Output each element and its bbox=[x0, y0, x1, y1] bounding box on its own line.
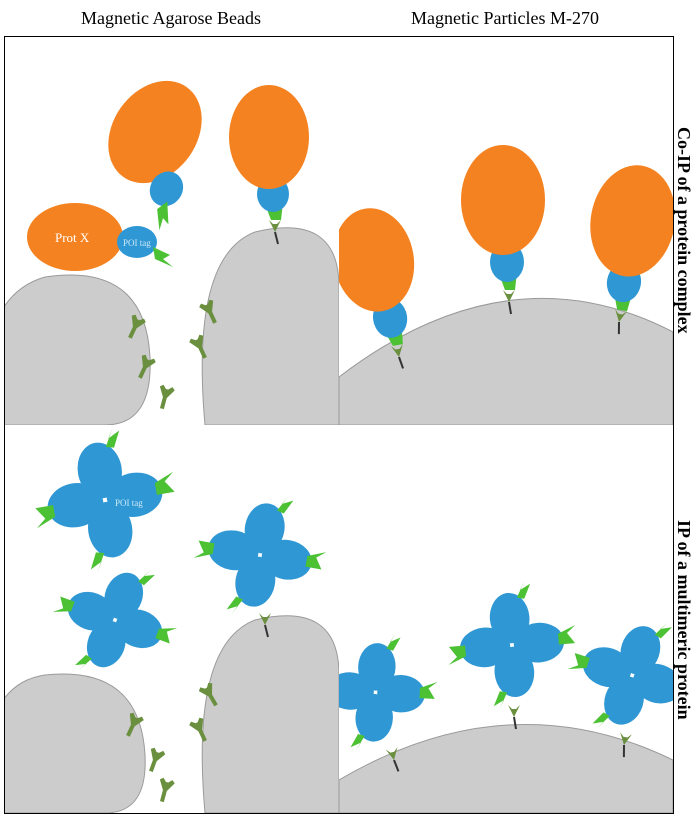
panel-m270-multimer bbox=[339, 425, 673, 813]
diagram-agarose-multimer: POI tag bbox=[5, 425, 339, 813]
diagram-m270-multimer bbox=[339, 425, 673, 813]
row-label-1: Co-IP of a protein complex bbox=[673, 60, 694, 400]
poi-label-multimer: POI tag bbox=[115, 498, 143, 508]
row-label-2: IP of a multimeric protein bbox=[673, 450, 694, 790]
panel-agarose-multimer: POI tag bbox=[5, 425, 339, 813]
diagram-m270-coip bbox=[339, 37, 673, 425]
panel-grid: Prot X POI tag bbox=[4, 36, 674, 814]
diagram-agarose-coip: Prot X POI tag bbox=[5, 37, 339, 425]
panel-agarose-coip: Prot X POI tag bbox=[5, 37, 339, 425]
protx-label: Prot X bbox=[55, 230, 90, 245]
panel-m270-coip bbox=[339, 37, 673, 425]
column-header-2: Magnetic Particles M-270 bbox=[338, 8, 672, 29]
column-header-1: Magnetic Agarose Beads bbox=[4, 8, 338, 29]
poi-label: POI tag bbox=[123, 238, 151, 248]
